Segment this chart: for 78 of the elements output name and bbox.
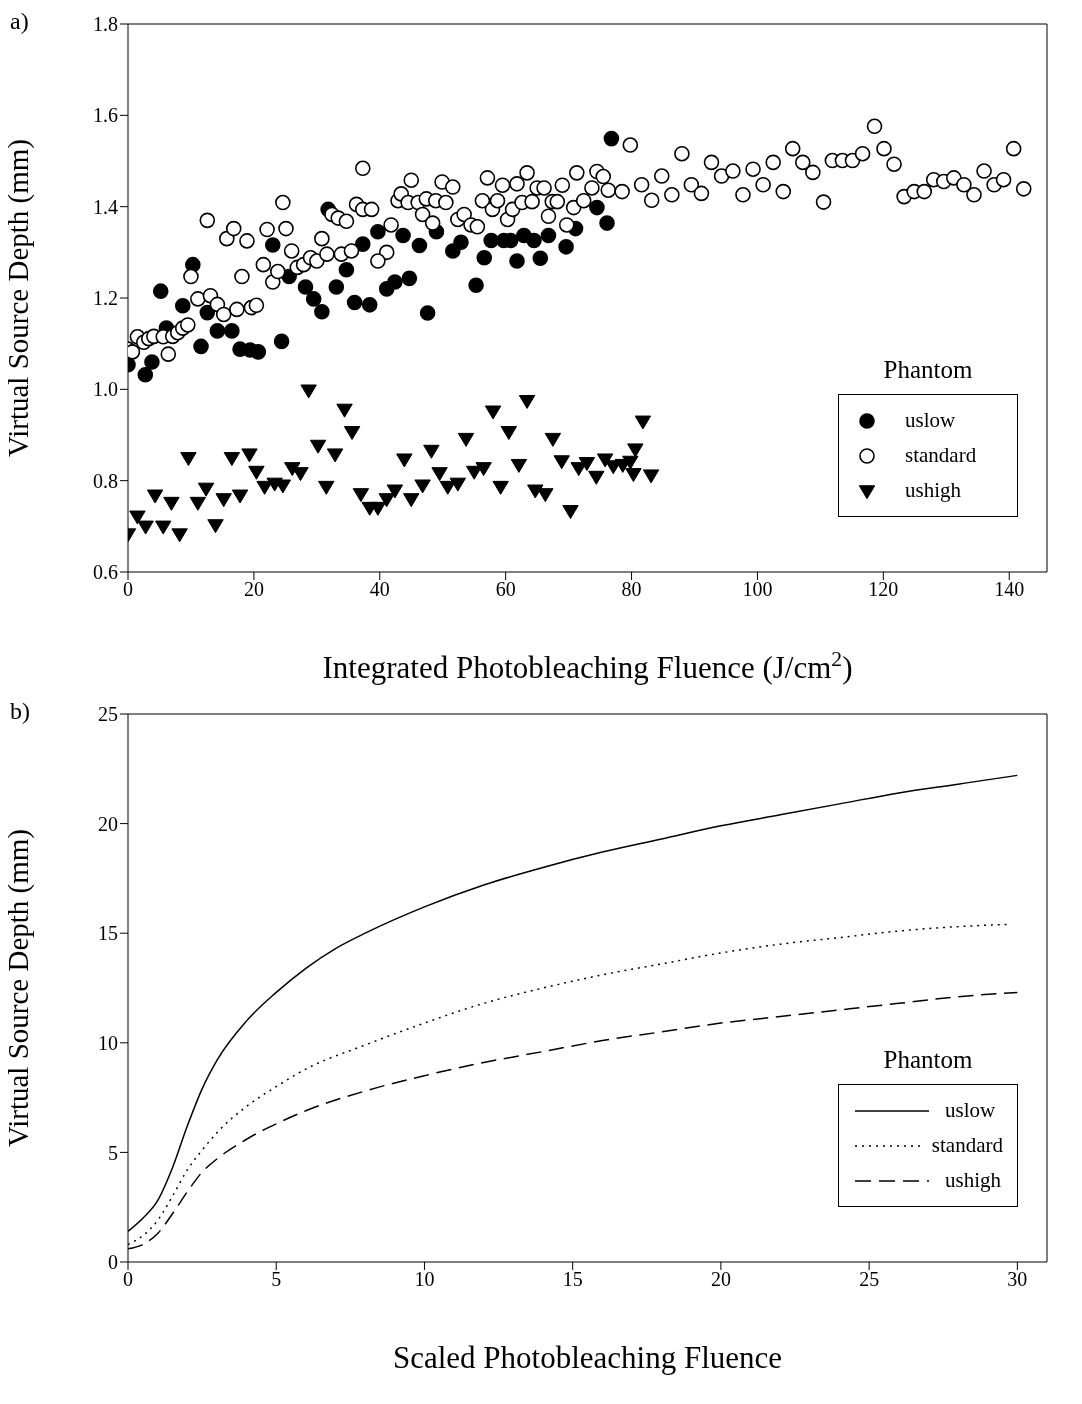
point xyxy=(174,297,191,314)
y-axis-title: Virtual Source Depth (mm) xyxy=(2,829,36,1147)
x-tick-label: 10 xyxy=(414,1268,435,1291)
y-tick-label: 0.8 xyxy=(93,469,118,492)
legend-label: standard xyxy=(931,1133,1003,1158)
point xyxy=(411,237,428,254)
y-tick-label: 15 xyxy=(98,922,118,945)
point xyxy=(273,333,290,350)
point xyxy=(532,250,549,267)
point xyxy=(361,297,378,313)
point xyxy=(305,291,322,307)
point xyxy=(526,232,542,249)
point xyxy=(144,354,160,370)
x-tick-label: 5 xyxy=(271,1268,282,1291)
point xyxy=(297,279,314,295)
y-tick-label: 1.4 xyxy=(93,195,118,218)
legend-label: uslow xyxy=(905,408,956,433)
legend-title: Phantom xyxy=(882,1046,974,1074)
y-tick-label: 5 xyxy=(108,1141,118,1164)
point xyxy=(453,234,469,251)
point xyxy=(540,227,557,244)
point xyxy=(209,323,226,339)
point xyxy=(264,237,281,253)
x-tick-label: 80 xyxy=(621,578,642,601)
x-tick-label: 60 xyxy=(495,578,516,601)
y-tick-label: 0.6 xyxy=(93,561,118,584)
y-tick-label: 25 xyxy=(98,703,118,726)
point xyxy=(603,130,620,147)
y-tick-label: 10 xyxy=(98,1031,118,1054)
point xyxy=(589,199,605,216)
point xyxy=(558,239,574,255)
x-tick-label: 120 xyxy=(868,578,899,601)
point xyxy=(250,344,267,360)
x-tick-label: 140 xyxy=(994,578,1025,601)
legend-label: ushigh xyxy=(905,478,962,503)
x-tick-label: 20 xyxy=(243,578,264,601)
point xyxy=(468,277,484,294)
x-tick-label: 20 xyxy=(710,1268,731,1291)
point xyxy=(314,303,330,320)
legend-title: Phantom xyxy=(882,356,974,384)
x-tick-label: 0 xyxy=(123,1268,133,1291)
legend-label: standard xyxy=(905,443,977,468)
point xyxy=(419,305,436,321)
point xyxy=(476,250,493,266)
point xyxy=(338,261,355,278)
point xyxy=(354,236,371,252)
point xyxy=(509,253,525,269)
point xyxy=(401,270,418,287)
y-tick-label: 1.2 xyxy=(93,287,118,310)
x-tick-label: 40 xyxy=(369,578,390,601)
point xyxy=(328,279,345,295)
y-axis-title: Virtual Source Depth (mm) xyxy=(2,139,36,457)
x-tick-label: 25 xyxy=(859,1268,880,1291)
y-tick-label: 1.0 xyxy=(93,378,118,401)
y-tick-label: 0 xyxy=(108,1251,118,1274)
point xyxy=(224,323,240,339)
point xyxy=(370,223,386,240)
point xyxy=(395,227,411,244)
x-tick-label: 0 xyxy=(123,578,133,601)
point xyxy=(599,215,615,231)
point xyxy=(387,274,403,290)
x-axis-title: Integrated Photobleaching Fluence (J/cm$^{2}$) xyxy=(322,647,853,685)
text: b) xyxy=(10,698,30,725)
legend-label: uslow xyxy=(945,1098,996,1123)
point xyxy=(193,338,209,355)
x-tick-label: 15 xyxy=(562,1268,583,1291)
point xyxy=(199,304,216,321)
x-tick-label: 100 xyxy=(742,578,773,601)
legend-label: ushigh xyxy=(945,1168,1002,1193)
point xyxy=(346,294,363,311)
y-tick-label: 1.8 xyxy=(93,13,118,36)
x-tick-label: 30 xyxy=(1007,1268,1028,1291)
x-axis-title: Scaled Photobleaching Fluence xyxy=(392,1340,783,1375)
point xyxy=(152,283,169,299)
point xyxy=(137,366,154,383)
y-tick-label: 1.6 xyxy=(93,104,118,127)
text: a) xyxy=(10,8,29,35)
y-tick-label: 20 xyxy=(98,812,118,835)
